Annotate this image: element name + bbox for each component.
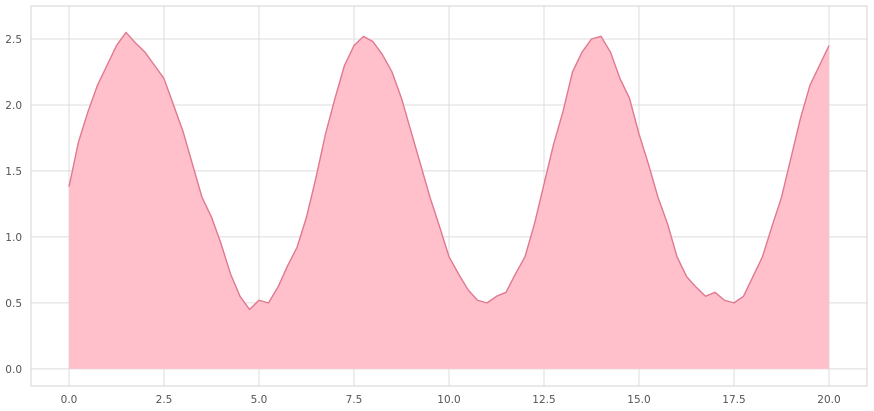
y-tick-label: 1.5 — [5, 166, 22, 178]
axes — [30, 5, 868, 387]
x-tick-label: 20.0 — [817, 394, 840, 406]
x-tick-label: 0.0 — [61, 394, 78, 406]
plot-area — [68, 31, 830, 369]
y-tick-label: 0.5 — [5, 298, 22, 310]
x-tick-label: 2.5 — [156, 394, 173, 406]
x-tick-label: 10.0 — [437, 394, 460, 406]
y-tick-label: 2.0 — [5, 100, 22, 112]
axes-frame — [30, 5, 868, 387]
series-line — [68, 31, 830, 311]
y-tick-label: 0.0 — [5, 364, 22, 376]
x-tick-label: 5.0 — [251, 394, 268, 406]
tick-labels: 0.0 2.5 5.0 7.5 10.0 12.5 15.0 17.5 20.0 0.0 0.5 1.… — [5, 34, 840, 406]
x-tick-label: 12.5 — [532, 394, 555, 406]
series-area-fill — [69, 32, 829, 369]
x-tick-label: 17.5 — [722, 394, 745, 406]
x-tick-label: 15.0 — [627, 394, 650, 406]
x-tick-label: 7.5 — [346, 394, 363, 406]
y-tick-label: 2.5 — [5, 34, 22, 46]
y-tick-label: 1.0 — [5, 232, 22, 244]
